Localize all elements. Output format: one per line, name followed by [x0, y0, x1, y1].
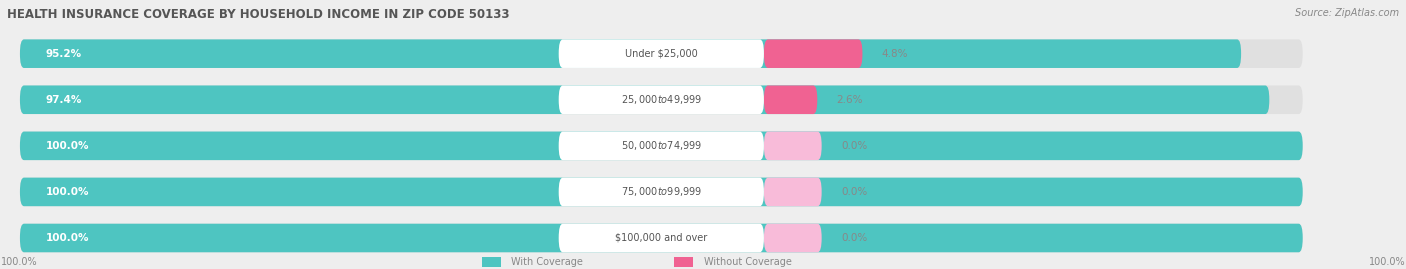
Text: 97.4%: 97.4% — [45, 95, 82, 105]
Text: 0.0%: 0.0% — [841, 233, 868, 243]
Text: Source: ZipAtlas.com: Source: ZipAtlas.com — [1295, 8, 1399, 18]
Text: $75,000 to $99,999: $75,000 to $99,999 — [620, 185, 702, 199]
FancyBboxPatch shape — [20, 132, 1303, 160]
Text: $25,000 to $49,999: $25,000 to $49,999 — [620, 93, 702, 106]
FancyBboxPatch shape — [20, 178, 1303, 206]
Text: $50,000 to $74,999: $50,000 to $74,999 — [620, 139, 702, 152]
FancyBboxPatch shape — [558, 224, 763, 252]
Text: Under $25,000: Under $25,000 — [624, 49, 697, 59]
Text: 100.0%: 100.0% — [1368, 257, 1406, 267]
Text: 95.2%: 95.2% — [45, 49, 82, 59]
FancyBboxPatch shape — [558, 132, 763, 160]
FancyBboxPatch shape — [673, 257, 693, 267]
Text: 100.0%: 100.0% — [45, 233, 89, 243]
FancyBboxPatch shape — [558, 39, 763, 68]
FancyBboxPatch shape — [763, 224, 821, 252]
Text: 100.0%: 100.0% — [45, 141, 89, 151]
FancyBboxPatch shape — [763, 132, 821, 160]
FancyBboxPatch shape — [20, 224, 1303, 252]
Text: HEALTH INSURANCE COVERAGE BY HOUSEHOLD INCOME IN ZIP CODE 50133: HEALTH INSURANCE COVERAGE BY HOUSEHOLD I… — [7, 8, 509, 21]
FancyBboxPatch shape — [482, 257, 501, 267]
FancyBboxPatch shape — [558, 86, 763, 114]
FancyBboxPatch shape — [20, 224, 1303, 252]
FancyBboxPatch shape — [20, 132, 1303, 160]
FancyBboxPatch shape — [763, 39, 862, 68]
Text: $100,000 and over: $100,000 and over — [616, 233, 707, 243]
FancyBboxPatch shape — [20, 39, 1303, 68]
FancyBboxPatch shape — [20, 86, 1303, 114]
Text: Without Coverage: Without Coverage — [703, 257, 792, 267]
FancyBboxPatch shape — [20, 86, 1270, 114]
Text: 100.0%: 100.0% — [45, 187, 89, 197]
Text: With Coverage: With Coverage — [512, 257, 583, 267]
Text: 100.0%: 100.0% — [0, 257, 38, 267]
Text: 0.0%: 0.0% — [841, 141, 868, 151]
FancyBboxPatch shape — [20, 178, 1303, 206]
FancyBboxPatch shape — [558, 178, 763, 206]
FancyBboxPatch shape — [763, 178, 821, 206]
Text: 4.8%: 4.8% — [882, 49, 908, 59]
FancyBboxPatch shape — [20, 39, 1241, 68]
Text: 0.0%: 0.0% — [841, 187, 868, 197]
FancyBboxPatch shape — [763, 86, 817, 114]
Text: 2.6%: 2.6% — [837, 95, 863, 105]
